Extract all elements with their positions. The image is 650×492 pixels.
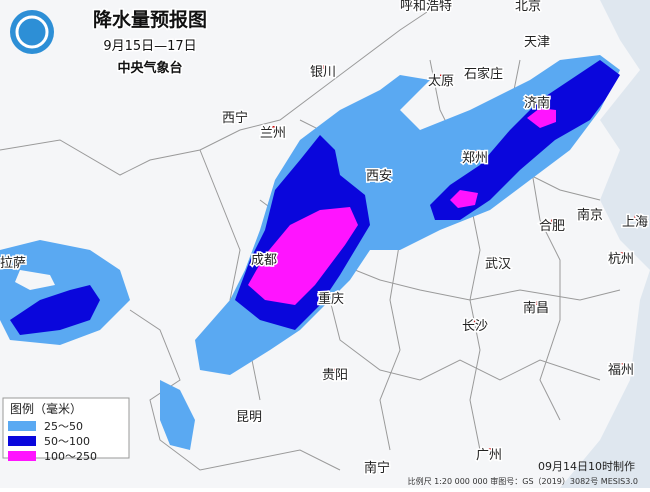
title: 降水量预报图 bbox=[93, 8, 207, 31]
city-dot bbox=[272, 126, 276, 130]
city-label: 银川 bbox=[310, 65, 336, 80]
city-label: 西安 bbox=[366, 169, 392, 184]
city-dot bbox=[440, 74, 444, 78]
city-dot bbox=[497, 257, 501, 261]
sea bbox=[560, 0, 650, 488]
city-dot bbox=[474, 319, 478, 323]
city-dot bbox=[334, 368, 338, 372]
city-label: 贵阳 bbox=[322, 368, 348, 383]
city-dot bbox=[234, 111, 238, 115]
city-dot bbox=[488, 448, 492, 452]
city-label: 南昌 bbox=[523, 300, 549, 316]
city-dot bbox=[248, 410, 252, 414]
city-dot bbox=[263, 253, 267, 257]
city-dot bbox=[589, 208, 593, 212]
city-label: 广州 bbox=[476, 448, 502, 463]
city-label: 武汉 bbox=[485, 257, 511, 272]
city-dot bbox=[474, 151, 478, 155]
city-label: 长沙 bbox=[462, 319, 488, 334]
city-dot bbox=[378, 169, 382, 173]
city-label: 成都 bbox=[251, 253, 277, 268]
city-dot bbox=[412, 0, 416, 3]
city-label: 天津 bbox=[524, 35, 550, 50]
city-label: 南宁 bbox=[364, 460, 390, 476]
scale-note: 比例尺 1:20 000 000 审图号：GS（2019）3082号 MESIS… bbox=[408, 476, 638, 486]
city-label: 西宁 bbox=[222, 110, 248, 126]
city-dot bbox=[476, 67, 480, 71]
city-label: 合肥 bbox=[539, 219, 565, 234]
agency: 中央气象台 bbox=[117, 60, 182, 76]
city-label: 福州 bbox=[608, 363, 634, 378]
city-dot bbox=[12, 256, 16, 260]
legend-title: 图例（毫米） bbox=[10, 401, 82, 416]
legend: 图例（毫米） 25～50 50～100 100～250 bbox=[2, 397, 130, 463]
city-label: 上海 bbox=[622, 215, 648, 230]
city-dot bbox=[527, 0, 531, 3]
city-label: 郑州 bbox=[462, 151, 488, 166]
legend-label: 25～50 bbox=[44, 420, 83, 433]
city-label: 北京 bbox=[515, 0, 541, 14]
logo-ring bbox=[15, 15, 49, 49]
city-label: 重庆 bbox=[318, 291, 344, 307]
rain-100-250 bbox=[248, 108, 556, 305]
legend-label: 50～100 bbox=[44, 435, 90, 448]
city-label: 石家庄 bbox=[464, 66, 503, 82]
city-label: 南京 bbox=[577, 207, 603, 223]
city-label: 昆明 bbox=[236, 410, 262, 425]
city-dot bbox=[322, 65, 326, 69]
city-dot bbox=[536, 96, 540, 100]
issued-time: 09月14日10时制作 bbox=[538, 460, 635, 473]
city-dot bbox=[330, 292, 334, 296]
city-dot bbox=[634, 215, 638, 219]
city-labels: 呼和浩特 北京天津银川太原 石家庄西宁兰州 济南郑州西安南京上海 合肥拉萨 成都 武汉 杭州重… bbox=[0, 0, 650, 478]
legend-swatch bbox=[8, 421, 36, 431]
city-dot bbox=[620, 363, 624, 367]
city-dot bbox=[535, 301, 539, 305]
period: 9月15日—17日 bbox=[103, 39, 196, 54]
city-label: 太原 bbox=[428, 74, 454, 89]
header: 降水量预报图 9月15日—17日 中央气象台 bbox=[10, 7, 209, 78]
city-dot bbox=[620, 252, 624, 256]
legend-label: 100～250 bbox=[44, 450, 97, 463]
city-label: 呼和浩特 bbox=[400, 0, 452, 14]
city-dot bbox=[376, 461, 380, 465]
city-dot bbox=[536, 35, 540, 39]
legend-swatch bbox=[8, 436, 36, 446]
city-label: 杭州 bbox=[608, 252, 634, 267]
city-label: 济南 bbox=[524, 95, 550, 111]
city-dot bbox=[551, 219, 555, 223]
legend-swatch bbox=[8, 451, 36, 461]
city-label: 兰州 bbox=[260, 126, 286, 141]
city-label: 拉萨 bbox=[0, 256, 26, 271]
